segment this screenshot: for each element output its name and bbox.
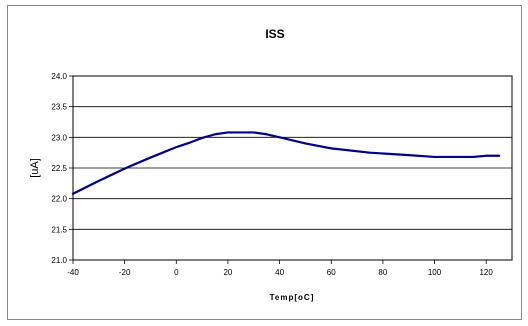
y-tick-label: 22.0 xyxy=(51,195,67,204)
x-axis-title: Temp[oC] xyxy=(270,293,315,302)
gridlines xyxy=(73,75,512,261)
y-tick-label: 21.0 xyxy=(51,256,67,265)
series-line xyxy=(71,131,501,195)
y-tick-label: 23.5 xyxy=(51,103,67,112)
y-tick-label: 21.5 xyxy=(51,225,67,234)
x-axis: -40 -20 0 20 40 60 80 100 120 xyxy=(67,260,493,277)
chart-title: ISS xyxy=(265,27,284,41)
y-tick-label: 23.0 xyxy=(51,133,67,142)
series-group xyxy=(71,131,501,195)
x-tick-label: 120 xyxy=(479,268,493,277)
x-tick-label: 40 xyxy=(275,268,284,277)
x-tick-label: 100 xyxy=(428,268,442,277)
y-axis-title: [uA] xyxy=(29,158,41,178)
x-tick-label: -40 xyxy=(67,268,79,277)
y-tick-label: 24.0 xyxy=(51,72,67,81)
x-tick-label: 60 xyxy=(327,268,336,277)
x-tick-label: -20 xyxy=(119,268,131,277)
x-tick-label: 80 xyxy=(378,268,387,277)
x-tick-label: 20 xyxy=(223,268,232,277)
x-tick-label: 0 xyxy=(174,268,179,277)
y-tick-label: 22.5 xyxy=(51,164,67,173)
y-axis: 21.0 21.5 22.0 22.5 23.0 23.5 24.0 xyxy=(51,72,73,265)
